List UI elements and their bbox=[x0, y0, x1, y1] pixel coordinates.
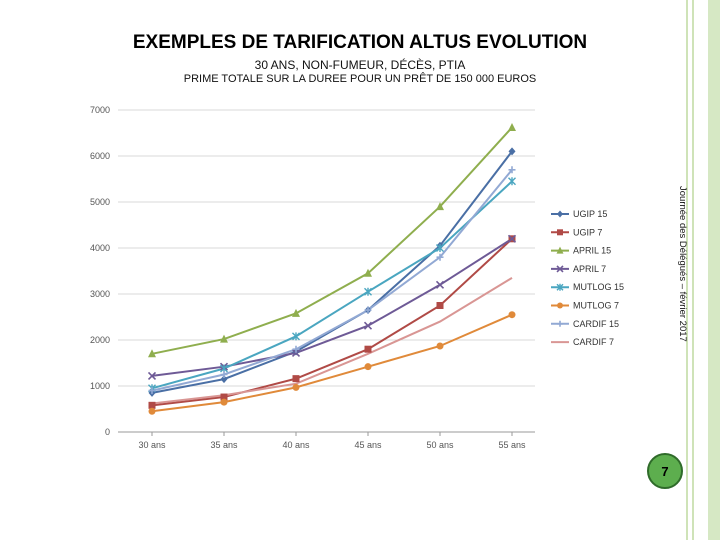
legend-label: MUTLOG 15 bbox=[573, 282, 624, 292]
x-tick-label: 35 ans bbox=[210, 440, 238, 450]
y-tick-label: 7000 bbox=[90, 105, 110, 115]
legend-marker-5 bbox=[557, 302, 563, 309]
slide-subtitle: 30 ANS, NON-FUMEUR, DÉCÈS, PTIA bbox=[254, 58, 466, 72]
legend-label: MUTLOG 7 bbox=[573, 301, 619, 311]
legend-marker-0 bbox=[557, 210, 563, 218]
series-line-4 bbox=[151, 180, 513, 390]
slide-title: EXEMPLES DE TARIFICATION ALTUS EVOLUTION bbox=[132, 32, 588, 53]
data-point-s1-0 bbox=[148, 401, 156, 409]
data-point-s4-3 bbox=[364, 287, 372, 296]
data-point-s1-1 bbox=[220, 393, 228, 401]
data-point-s1-2 bbox=[292, 375, 300, 383]
slide-subtitle-2: PRIME TOTALE SUR LA DUREE POUR UN PRÊT D… bbox=[183, 73, 537, 85]
data-point-s3-0 bbox=[147, 371, 157, 380]
data-point-s4-5 bbox=[508, 177, 516, 186]
legend-marker-2 bbox=[556, 246, 564, 254]
y-tick-label: 6000 bbox=[90, 151, 110, 161]
x-tick-label: 55 ans bbox=[498, 440, 526, 450]
side-note-text: Journée des Délégués – février 2017 bbox=[677, 186, 688, 342]
data-point-s4-4 bbox=[436, 244, 444, 252]
x-tick-labels: 30 ans 35 ans 40 ans 45 ans 50 ans 55 ans bbox=[138, 440, 526, 450]
x-tick-label: 40 ans bbox=[282, 440, 310, 450]
data-point-s0-5 bbox=[508, 147, 516, 156]
chart-legend: UGIP 15 UGIP 7 APRIL 15 APRIL 7 MUTLOG 15 MUT… bbox=[551, 209, 624, 347]
x-tick-label: 45 ans bbox=[354, 440, 382, 450]
data-point-s6-5 bbox=[508, 166, 516, 174]
data-point-s1-3 bbox=[364, 345, 372, 353]
series-line-7 bbox=[151, 277, 513, 405]
series-line-0 bbox=[151, 150, 513, 394]
legend-marker-1 bbox=[557, 229, 563, 236]
data-point-s2-5 bbox=[508, 122, 516, 131]
y-tick-label: 2000 bbox=[90, 335, 110, 345]
data-point-s6-0 bbox=[148, 387, 156, 395]
data-point-s3-3 bbox=[363, 321, 373, 330]
frame-line-2 bbox=[692, 0, 694, 540]
page-number-badge: 7 bbox=[647, 453, 683, 489]
legend-label: UGIP 7 bbox=[573, 227, 602, 237]
data-point-s5-3 bbox=[364, 363, 372, 371]
series-line-2 bbox=[151, 126, 513, 355]
data-point-s5-2 bbox=[292, 383, 300, 391]
legend-marker-3 bbox=[556, 265, 564, 273]
y-tick-label: 0 bbox=[105, 427, 110, 437]
page-number: 7 bbox=[661, 463, 669, 479]
data-point-s5-0 bbox=[148, 407, 156, 415]
data-point-s0-1 bbox=[220, 375, 228, 384]
data-point-s6-3 bbox=[364, 306, 372, 314]
legend-label: UGIP 15 bbox=[573, 209, 607, 219]
data-point-s3-5 bbox=[507, 234, 517, 243]
y-tick-label: 5000 bbox=[90, 197, 110, 207]
y-tick-label: 1000 bbox=[90, 381, 110, 391]
legend-marker-6 bbox=[557, 320, 563, 327]
y-tick-labels: 0 1000 2000 3000 4000 5000 6000 7000 bbox=[90, 105, 110, 437]
data-point-s2-4 bbox=[436, 202, 444, 211]
frame-line bbox=[686, 0, 688, 540]
data-point-s5-1 bbox=[220, 398, 228, 406]
legend-label: APRIL 15 bbox=[573, 246, 611, 256]
y-tick-label: 4000 bbox=[90, 243, 110, 253]
data-point-s4-2 bbox=[292, 332, 300, 341]
data-point-s3-4 bbox=[435, 280, 445, 289]
series-markers bbox=[147, 122, 517, 415]
side-note: Journée des Délégués – février 2017 bbox=[676, 186, 690, 356]
series-line-3 bbox=[151, 237, 513, 377]
data-point-s6-4 bbox=[436, 253, 444, 261]
x-tick-label: 50 ans bbox=[426, 440, 454, 450]
data-point-s1-4 bbox=[436, 302, 444, 309]
series-lines bbox=[151, 126, 513, 413]
series-line-5 bbox=[151, 313, 513, 413]
data-point-s2-2 bbox=[292, 308, 300, 317]
data-point-s2-3 bbox=[364, 268, 372, 277]
x-tick-label: 30 ans bbox=[138, 440, 166, 450]
data-point-s5-5 bbox=[508, 311, 516, 319]
legend-label: CARDIF 7 bbox=[573, 337, 614, 347]
y-tick-label: 3000 bbox=[90, 289, 110, 299]
frame-right-band bbox=[708, 0, 720, 540]
data-point-s6-2 bbox=[292, 345, 300, 353]
legend-marker-4 bbox=[556, 283, 564, 291]
data-point-s2-0 bbox=[148, 349, 156, 358]
data-point-s3-2 bbox=[291, 348, 301, 357]
legend-label: CARDIF 15 bbox=[573, 319, 619, 329]
legend-label: APRIL 7 bbox=[573, 264, 606, 274]
data-point-s6-1 bbox=[220, 371, 228, 378]
data-point-s2-1 bbox=[220, 334, 228, 343]
series-line-6 bbox=[151, 169, 513, 392]
series-line-1 bbox=[151, 238, 513, 407]
data-point-s5-4 bbox=[436, 342, 444, 350]
